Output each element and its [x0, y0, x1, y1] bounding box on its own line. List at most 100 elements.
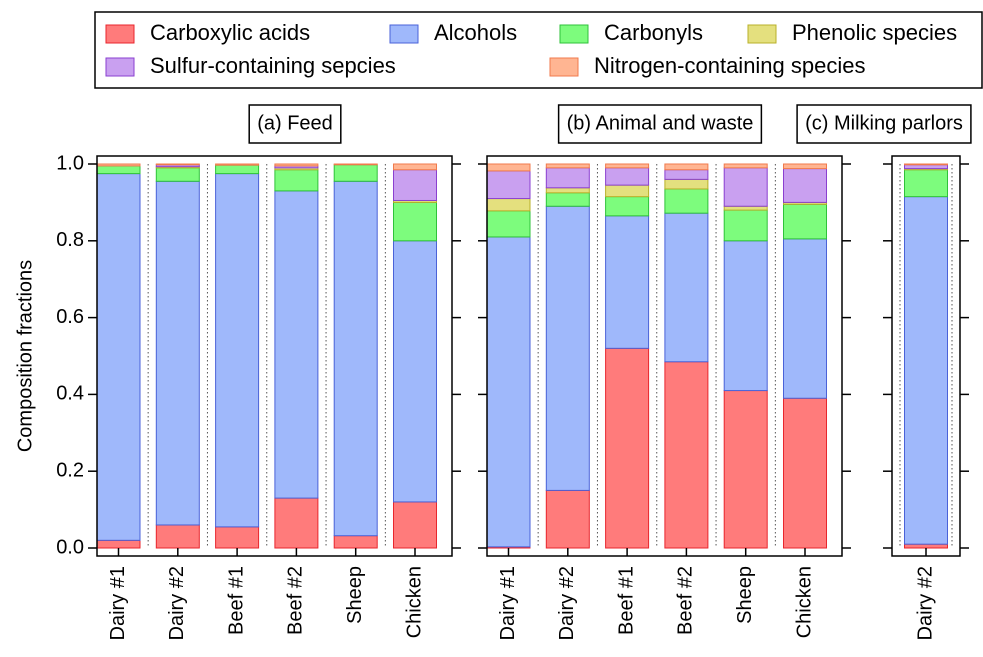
bar-segment	[333, 180, 378, 537]
x-tick-label: Dairy #2	[166, 566, 188, 640]
legend-swatch	[747, 24, 777, 44]
bar-segment	[605, 196, 650, 217]
bar-segment	[96, 539, 141, 549]
bar-segment	[664, 212, 709, 363]
bar-segment	[904, 163, 948, 166]
x-tick-label: Chicken	[403, 566, 425, 638]
panel-title: (c) Milking parlors	[805, 112, 963, 134]
legend-label: Sulfur-containing sepcies	[150, 53, 396, 78]
legend-label: Nitrogen-containing species	[594, 53, 866, 78]
legend-swatch	[105, 24, 135, 44]
bar-segment	[274, 190, 319, 499]
bar-segment	[664, 361, 709, 549]
bar-segment	[664, 169, 709, 180]
legend-label: Carbonyls	[604, 20, 703, 45]
panel-title: (a) Feed	[257, 112, 333, 134]
panel-title-box	[557, 104, 763, 144]
bar-segment	[545, 163, 590, 169]
y-tick-label: 0.6	[56, 306, 84, 328]
bar-segment	[723, 163, 768, 169]
bar-segment	[783, 203, 827, 240]
bar-segment	[545, 187, 590, 194]
bar-segment	[215, 163, 260, 166]
bar-segment	[393, 201, 437, 242]
y-tick-label: 1.0	[56, 152, 84, 174]
bar-segment	[333, 164, 378, 182]
bar-segment	[333, 163, 378, 166]
bar-segment	[723, 209, 768, 242]
x-tick-label: Sheep	[734, 566, 756, 624]
bar-segment	[605, 163, 650, 169]
bar-segment	[904, 169, 948, 198]
legend-swatch	[105, 57, 135, 77]
bar-segment	[96, 163, 141, 167]
x-tick-label: Beef #1	[225, 566, 247, 635]
bar-segment	[486, 163, 531, 172]
bar-segment	[545, 489, 590, 549]
bar-segment	[545, 167, 590, 189]
bar-segment	[393, 240, 437, 503]
bar-segment	[333, 535, 378, 549]
bar-segment	[664, 163, 709, 171]
bar-segment	[96, 165, 141, 175]
panel-frame	[486, 155, 843, 557]
y-tick-label: 0.2	[56, 459, 84, 481]
bar-segment	[904, 196, 948, 545]
bar-segment	[723, 390, 768, 549]
bar-segment	[155, 163, 200, 166]
legend-swatch	[559, 24, 589, 44]
x-tick-label: Dairy #1	[107, 566, 129, 640]
bar-segment	[393, 163, 437, 171]
bar-segment	[545, 192, 590, 207]
bar-segment	[393, 169, 437, 201]
y-tick-label: 0.8	[56, 229, 84, 251]
legend-label: Phenolic species	[792, 20, 957, 45]
x-tick-label: Beef #1	[615, 566, 637, 635]
bar-segment	[486, 170, 531, 200]
bar-segment	[723, 167, 768, 207]
bar-segment	[486, 198, 531, 212]
bar-segment	[215, 164, 260, 175]
bar-segment	[605, 184, 650, 198]
bar-segment	[393, 501, 437, 549]
bar-segment	[723, 240, 768, 392]
bar-segment	[96, 173, 141, 541]
legend-label: Carboxylic acids	[150, 20, 310, 45]
y-tick-label: 0.4	[56, 383, 84, 405]
bar-segment	[155, 524, 200, 549]
legend-swatch	[549, 57, 579, 77]
bar-segment	[215, 173, 260, 528]
bar-segment	[215, 526, 260, 549]
bar-segment	[664, 178, 709, 190]
y-tick-label: 0.0	[56, 536, 84, 558]
x-tick-label: Sheep	[344, 566, 366, 624]
x-tick-label: Beef #2	[285, 566, 307, 635]
bar-segment	[605, 167, 650, 186]
legend-label: Alcohols	[434, 20, 517, 45]
bar-segment	[904, 543, 948, 549]
legend-swatch	[389, 24, 419, 44]
bar-segment	[274, 163, 319, 167]
bar-segment	[904, 164, 948, 170]
bar-segment	[723, 205, 768, 211]
x-tick-label: Beef #2	[675, 566, 697, 635]
bar-segment	[783, 168, 827, 203]
bar-segment	[605, 347, 650, 549]
bar-segment	[783, 163, 827, 170]
bar-segment	[545, 205, 590, 491]
x-tick-label: Dairy #2	[914, 566, 936, 640]
x-tick-label: Dairy #2	[556, 566, 578, 640]
panel-title-box	[796, 104, 972, 144]
bar-segment	[274, 169, 319, 192]
bar-segment	[605, 215, 650, 349]
y-axis-label: Composition fractions	[14, 260, 36, 452]
x-tick-label: Dairy #1	[497, 566, 519, 640]
bar-segment	[274, 497, 319, 549]
panel-title: (b) Animal and waste	[567, 112, 754, 134]
legend-box	[94, 11, 983, 89]
panel-title-box	[248, 104, 342, 144]
panel-frame	[96, 155, 453, 557]
panel-frame	[891, 155, 961, 557]
bar-segment	[486, 236, 531, 548]
